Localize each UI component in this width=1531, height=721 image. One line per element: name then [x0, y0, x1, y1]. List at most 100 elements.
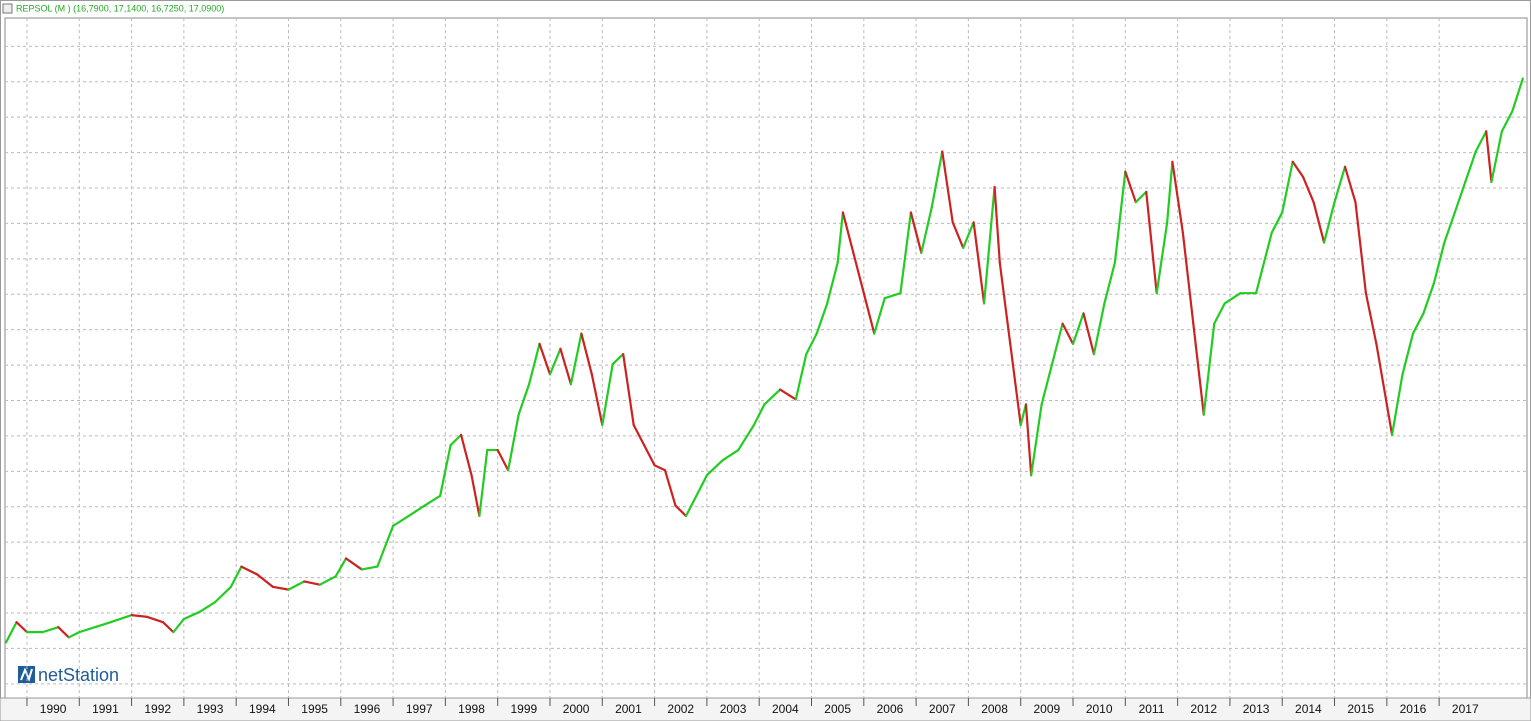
price-segment	[161, 621, 175, 634]
price-segment	[538, 342, 552, 376]
price-segment	[941, 150, 954, 224]
price-segment	[1343, 165, 1357, 204]
x-tick-label: 2005	[824, 702, 851, 716]
plot-area	[4, 17, 1528, 699]
price-segment	[1422, 282, 1436, 315]
price-segment	[1113, 170, 1127, 264]
price-segment	[449, 433, 463, 447]
price-segment	[909, 211, 923, 254]
price-segment	[240, 565, 259, 576]
price-segment	[752, 403, 766, 427]
price-segment	[334, 557, 348, 578]
price-segment	[1134, 190, 1148, 204]
price-segment	[580, 332, 593, 376]
price-segment	[4, 621, 18, 644]
x-tick-label: 2013	[1243, 702, 1270, 716]
price-segment	[15, 621, 29, 634]
price-segment	[695, 474, 708, 497]
price-segment	[1411, 312, 1425, 335]
price-segment	[478, 448, 489, 518]
price-segment	[459, 433, 473, 477]
price-segment	[601, 362, 614, 427]
price-segment	[318, 575, 337, 586]
price-segment	[229, 565, 243, 588]
x-tick-label: 1995	[301, 702, 328, 716]
price-segment	[1124, 170, 1137, 204]
price-segment	[287, 580, 306, 591]
price-segment	[1155, 221, 1169, 295]
logo-text: netStation	[38, 665, 119, 685]
price-segment	[214, 585, 233, 604]
price-segment	[198, 600, 217, 614]
price-segment	[930, 150, 944, 209]
price-segment	[1281, 160, 1294, 214]
price-segment	[548, 347, 562, 376]
x-axis-strip	[0, 697, 1531, 721]
price-segment	[271, 585, 290, 591]
price-segment	[663, 469, 677, 507]
price-segment	[643, 444, 656, 467]
price-segment	[1019, 403, 1028, 427]
price-segment	[899, 211, 912, 295]
price-segment	[1254, 231, 1273, 295]
price-segment	[496, 448, 510, 472]
price-segment	[391, 514, 410, 527]
price-segment	[841, 211, 855, 254]
price-segment	[1202, 322, 1216, 416]
x-tick-label: 2017	[1452, 702, 1479, 716]
x-tick-label: 2002	[667, 702, 694, 716]
price-segment	[805, 332, 818, 356]
price-segment	[1354, 201, 1368, 295]
x-tick-label: 2016	[1400, 702, 1427, 716]
x-tick-label: 2011	[1139, 702, 1165, 716]
x-tick-label: 2015	[1347, 702, 1374, 716]
price-segment	[1166, 160, 1174, 224]
x-tick-label: 1994	[249, 702, 276, 716]
window-icon	[2, 3, 13, 14]
price-segment	[815, 302, 829, 335]
price-segment	[78, 626, 97, 634]
price-segment	[146, 615, 165, 624]
price-segment	[1181, 231, 1195, 325]
price-segment	[1500, 110, 1514, 133]
chart-title: REPSOL (M ) (16,7900, 17,1400, 16,7250, …	[16, 3, 224, 13]
price-segment	[1024, 403, 1033, 477]
price-segment	[622, 353, 635, 427]
price-segment	[653, 464, 667, 472]
price-segment	[983, 185, 996, 305]
price-segment	[527, 342, 541, 386]
price-segment	[1291, 160, 1305, 179]
price-segment	[1364, 292, 1378, 345]
price-segment	[1432, 241, 1446, 285]
price-segment	[1443, 211, 1456, 244]
price-segment	[1464, 150, 1477, 184]
x-tick-label: 1996	[354, 702, 381, 716]
price-segment	[376, 524, 395, 568]
price-segment	[1385, 403, 1394, 436]
x-tick-label: 2003	[720, 702, 747, 716]
x-tick-label: 1991	[92, 702, 119, 716]
x-tick-label: 1999	[510, 702, 537, 716]
price-segment	[1485, 130, 1493, 184]
x-tick-label: 1992	[144, 702, 171, 716]
price-segment	[611, 353, 625, 366]
price-segment	[109, 614, 133, 624]
x-tick-label: 2006	[877, 702, 904, 716]
price-segment	[255, 573, 274, 588]
logo: netStation	[18, 665, 119, 685]
price-segment	[852, 251, 865, 295]
price-segment	[1071, 312, 1085, 345]
price-segment	[93, 621, 112, 629]
price-segment	[1375, 342, 1388, 406]
price-segment	[67, 631, 81, 639]
x-tick-label: 2009	[1034, 702, 1061, 716]
x-tick-label: 1997	[406, 702, 433, 716]
price-segment	[517, 383, 531, 416]
price-segment	[1302, 175, 1315, 204]
price-segment	[1270, 211, 1284, 234]
price-segment	[507, 413, 520, 472]
price-segment	[407, 504, 426, 518]
x-tick-label: 2008	[981, 702, 1008, 716]
price-segment	[1061, 322, 1075, 345]
